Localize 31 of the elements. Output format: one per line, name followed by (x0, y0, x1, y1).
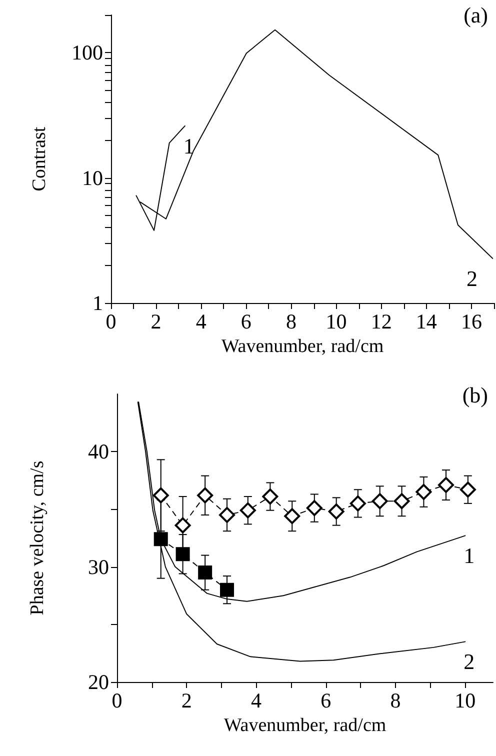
x-axis-title: Wavenumber, rad/cm (224, 715, 386, 736)
x-tick-label: 6 (240, 310, 252, 334)
x-tick-label: 0 (106, 310, 116, 334)
y-tick-label: 1 (92, 291, 103, 315)
y-tick-label: 20 (88, 670, 109, 694)
y-tick-label: 30 (88, 554, 109, 579)
x-tick-label: 12 (370, 310, 392, 334)
x-tick-label: 2 (150, 310, 162, 334)
x-tick-label: 8 (286, 310, 296, 334)
x-tick-label: 0 (112, 688, 122, 712)
y-tick-label: 10 (82, 166, 103, 190)
annotation: (b) (462, 382, 488, 408)
y-tick-label: 40 (88, 440, 109, 464)
series-label: 2 (466, 266, 478, 291)
y-axis-title: Contrast (29, 126, 50, 192)
series-label: 1 (183, 133, 194, 158)
x-tick-label: 14 (416, 310, 438, 334)
x-tick-label: 10 (454, 688, 476, 712)
x-tick-label: 10 (326, 310, 347, 334)
series-label: 1 (464, 543, 475, 568)
x-tick-label: 6 (320, 688, 332, 712)
y-axis-title: Phase velocity, cm/s (27, 460, 48, 616)
x-tick-label: 4 (196, 310, 207, 334)
series-label: 2 (464, 649, 475, 674)
x-tick-label: 8 (390, 688, 401, 712)
x-tick-label: 2 (181, 688, 192, 712)
x-tick-label: 4 (251, 688, 262, 712)
x-axis-title: Wavenumber, rad/cm (221, 336, 384, 357)
y-tick-label: 100 (72, 40, 103, 65)
annotation: (a) (464, 2, 488, 28)
x-tick-label: 16 (460, 310, 482, 334)
